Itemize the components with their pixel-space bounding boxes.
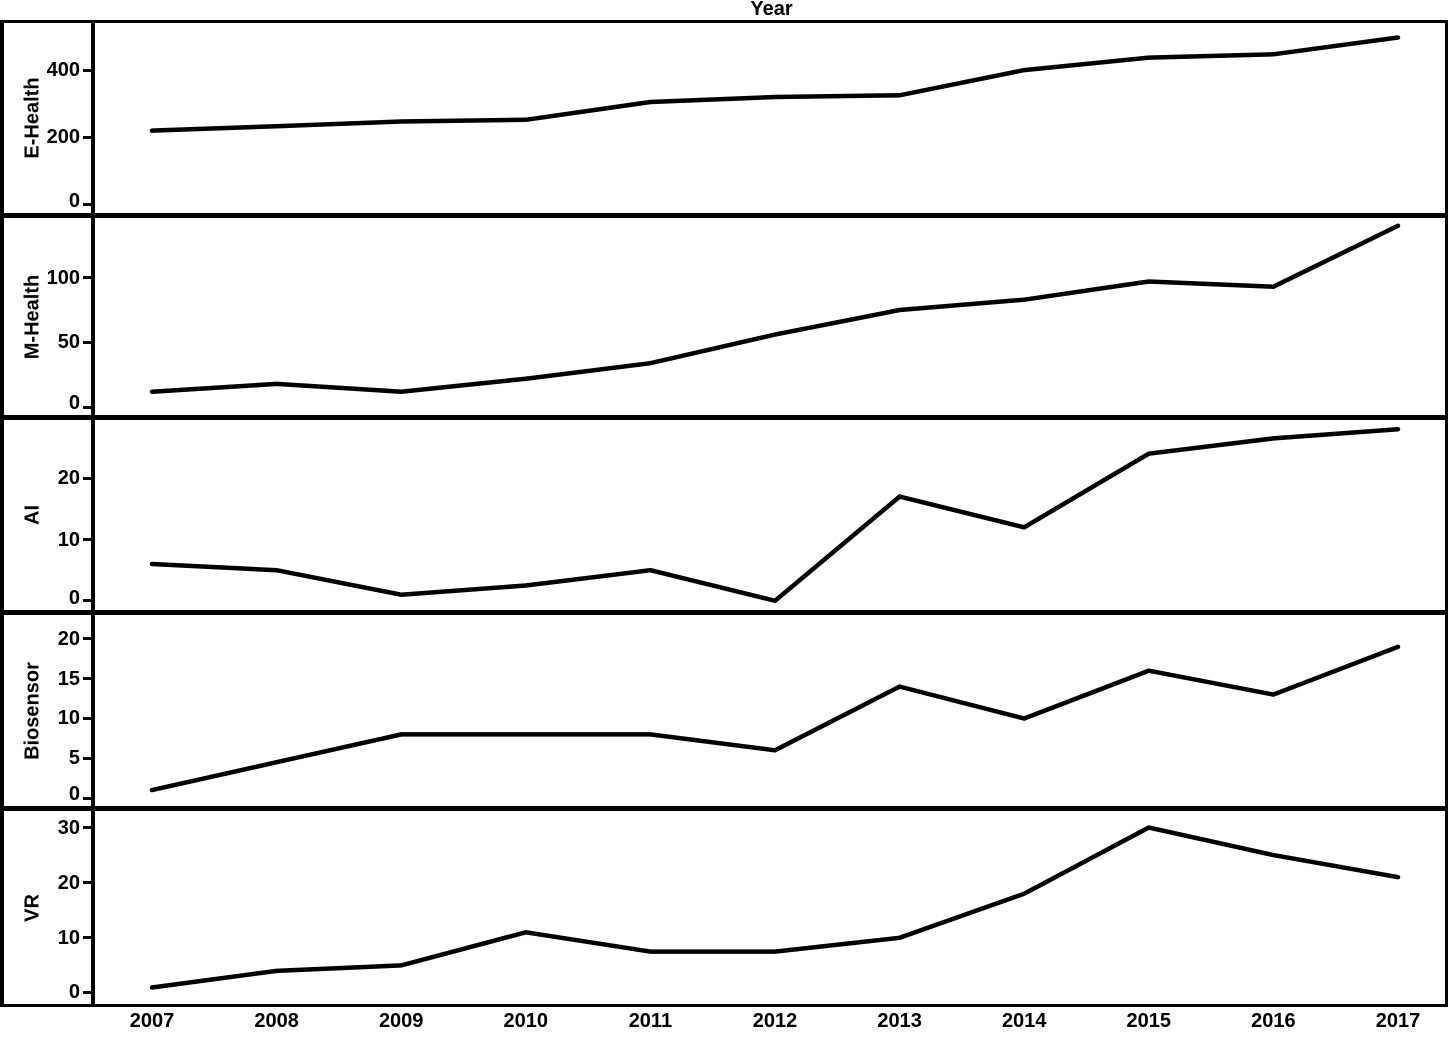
x-tick-label-2008: 2008 — [254, 1010, 299, 1032]
y-tick-label: 0 — [68, 392, 80, 414]
y-tick-mark — [83, 991, 91, 995]
series-line-vr — [149, 825, 1401, 990]
y-tick-label: 10 — [57, 707, 80, 730]
x-tick-label-2016: 2016 — [1251, 1010, 1296, 1032]
x-tick-label-2010: 2010 — [503, 1010, 549, 1032]
y-tick-mark — [83, 677, 91, 681]
y-tick-label: 10 — [57, 926, 80, 949]
chart-title: Year — [750, 0, 793, 20]
panel-separator — [0, 806, 1448, 811]
y-tick-mark — [83, 637, 91, 641]
x-tick-label-2012: 2012 — [752, 1010, 798, 1032]
series-line-ai — [149, 426, 1401, 604]
y-tick-label: 0 — [68, 981, 80, 1003]
y-tick-label: 0 — [68, 587, 80, 609]
panel-separator — [0, 610, 1448, 615]
panel-plot-area — [149, 223, 1401, 394]
y-tick-label: 50 — [57, 331, 80, 354]
y-axis-line — [91, 420, 95, 610]
x-axis-labels: 2007 2008 2009 2010 2011 2012 2013 2014 2015 2016… — [0, 1010, 1453, 1038]
y-tick-mark — [83, 135, 91, 139]
y-tick-mark — [83, 405, 91, 409]
panel-vr: VR 0 10 20 30 — [0, 811, 1448, 1004]
y-tick-label: 15 — [57, 667, 80, 690]
y-tick-label: 0 — [68, 190, 80, 212]
y-axis-line — [91, 615, 95, 806]
y-axis-gutter: VR 0 10 20 30 — [0, 811, 95, 1004]
y-tick-label: 20 — [57, 871, 80, 894]
panel-plot-area — [149, 35, 1401, 133]
panel-separator — [0, 213, 1448, 218]
y-tick-label: 20 — [57, 467, 80, 490]
x-tick-label-2014: 2014 — [1001, 1010, 1047, 1032]
y-tick-label: 5 — [68, 747, 80, 770]
y-tick-mark — [83, 599, 91, 603]
figure-top-border — [0, 20, 1448, 23]
panel-label: VR — [21, 893, 44, 922]
y-axis-gutter: M-Health 0 50 100 — [0, 218, 95, 415]
x-tick-label-2011: 2011 — [628, 1010, 673, 1032]
y-tick-label: 30 — [57, 816, 80, 839]
series-line-e-health — [149, 35, 1401, 133]
y-axis-gutter: E-Health 0 200 400 — [0, 23, 95, 213]
y-axis-line — [91, 218, 95, 415]
panel-ai: AI 0 10 20 — [0, 420, 1448, 610]
y-tick-mark — [83, 881, 91, 885]
y-tick-label: 200 — [46, 126, 80, 149]
y-tick-mark — [83, 826, 91, 830]
figure-right-border — [1445, 20, 1448, 1004]
y-tick-mark — [83, 340, 91, 344]
y-axis-line — [91, 23, 95, 213]
x-tick-label-2015: 2015 — [1126, 1010, 1172, 1032]
y-axis-gutter: AI 0 10 20 — [0, 420, 95, 610]
panel-label: AI — [21, 505, 44, 525]
y-tick-label: 20 — [57, 627, 80, 650]
y-tick-mark — [83, 68, 91, 72]
y-tick-mark — [83, 716, 91, 720]
y-tick-mark — [83, 538, 91, 542]
series-line-biosensor — [149, 644, 1401, 793]
figure-bottom-axis — [0, 1004, 1448, 1007]
panel-separator — [0, 415, 1448, 420]
y-tick-mark — [83, 203, 91, 207]
x-tick-label-2007: 2007 — [129, 1010, 175, 1032]
figure-left-border — [0, 20, 4, 1004]
panel-plot-area — [149, 426, 1401, 604]
y-tick-mark — [83, 936, 91, 940]
y-tick-label: 100 — [46, 266, 80, 289]
x-tick-label-2013: 2013 — [877, 1010, 922, 1032]
x-tick-label-2017: 2017 — [1375, 1010, 1421, 1032]
panel-m-health: M-Health 0 50 100 — [0, 218, 1448, 415]
panel-plot-area — [149, 825, 1401, 990]
y-tick-label: 400 — [46, 59, 80, 82]
y-axis-gutter: Biosensor 0 5 10 15 20 — [0, 615, 95, 806]
y-tick-mark — [83, 476, 91, 480]
y-tick-mark — [83, 756, 91, 760]
y-tick-mark — [83, 276, 91, 280]
series-line-m-health — [149, 223, 1401, 394]
panel-plot-area — [149, 644, 1401, 793]
y-axis-line — [91, 811, 95, 1004]
y-tick-mark — [83, 796, 91, 800]
panel-e-health: E-Health 0 200 400 — [0, 23, 1448, 213]
y-tick-label: 10 — [57, 528, 80, 551]
panel-biosensor: Biosensor 0 5 10 15 20 — [0, 615, 1448, 806]
y-tick-label: 0 — [68, 783, 80, 805]
x-tick-label-2009: 2009 — [378, 1010, 424, 1032]
